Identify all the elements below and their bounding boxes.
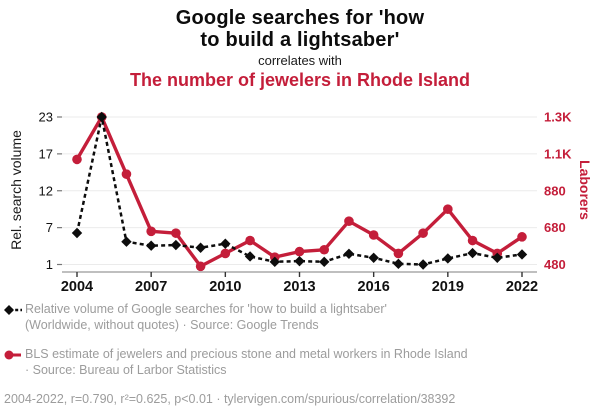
search-volume-data-point: [516, 249, 528, 260]
search-volume-data-point: [71, 227, 83, 239]
x-tick-label: 2007: [135, 279, 167, 295]
x-tick-label: 2019: [432, 279, 464, 295]
search-volume-data-point: [244, 251, 256, 262]
legend-item-search-volume: Relative volume of Google searches for '…: [4, 301, 596, 333]
left-y-tick-label: 23: [39, 110, 53, 125]
left-y-tick-label: 7: [46, 220, 53, 235]
search-volume-data-point: [492, 252, 503, 263]
black-diamond-dashed-marker-icon: [4, 305, 22, 315]
legend-line1: Relative volume of Google searches for '…: [25, 302, 387, 316]
x-tick-label: 2013: [283, 279, 315, 295]
right-y-tick-label: 880: [544, 183, 566, 198]
search-volume-data-point: [294, 255, 305, 267]
jewelers-series: [72, 112, 527, 272]
left-y-tick-label: 1: [46, 257, 53, 272]
jewelers-data-point: [171, 228, 181, 238]
legend-line1: BLS estimate of jewelers and precious st…: [25, 347, 468, 361]
search-volume-data-point: [368, 252, 379, 263]
search-volume-data-point: [319, 256, 330, 268]
jewelers-data-point: [443, 204, 453, 214]
legend: Relative volume of Google searches for '…: [4, 301, 596, 407]
search-volume-data-point: [145, 240, 157, 251]
search-volume-data-point: [269, 256, 280, 268]
jewelers-data-point: [220, 248, 231, 259]
legend-text-search-volume: Relative volume of Google searches for '…: [25, 301, 387, 333]
jewelers-data-point: [418, 228, 428, 238]
jewelers-data-point: [72, 154, 82, 165]
jewelers-data-point: [121, 169, 132, 179]
x-tick-label: 2004: [61, 279, 93, 295]
right-y-tick-label: 1.1K: [544, 146, 572, 161]
search-volume-series: [71, 111, 528, 270]
jewelers-data-point: [195, 261, 206, 272]
search-volume-data-point: [220, 238, 231, 249]
jewelers-data-point: [344, 216, 354, 226]
left-y-tick-label: 17: [39, 146, 53, 161]
chart-title: Google searches for 'how to build a ligh…: [0, 7, 600, 51]
search-volume-data-point: [442, 253, 454, 264]
left-y-axis: 23 17 12 7 1: [39, 110, 62, 272]
search-volume-data-point: [121, 236, 132, 247]
red-circle-solid-marker-icon: [4, 350, 21, 360]
x-tick-label: 2010: [209, 279, 241, 295]
jewelers-data-point: [146, 226, 156, 237]
chart-title-line2: to build a lightsaber': [200, 29, 400, 51]
search-volume-data-point: [467, 247, 478, 259]
x-tick-label: 2016: [358, 279, 390, 295]
legend-line2: (Worldwide, without quotes) · Source: Go…: [25, 318, 319, 332]
x-axis: 2004 2007 2010 2013 2016 2019 2022: [61, 271, 538, 295]
search-volume-data-point: [343, 248, 355, 259]
chart-subtitle: The number of jewelers in Rhode Island: [129, 70, 471, 90]
jewelers-data-point: [368, 230, 379, 240]
right-y-tick-label: 1.3K: [544, 110, 572, 125]
right-y-tick-label: 680: [544, 220, 566, 235]
left-y-tick-label: 12: [39, 183, 53, 198]
jewelers-data-point: [294, 246, 305, 257]
correlates-with-text: correlates with: [258, 53, 342, 68]
jewelers-data-point: [319, 244, 330, 255]
search-volume-data-point: [96, 111, 107, 123]
search-volume-data-point: [417, 259, 429, 270]
jewelers-data-point: [517, 232, 527, 242]
jewelers-data-point: [467, 235, 478, 246]
jewelers-data-point: [393, 248, 404, 259]
search-volume-data-point: [195, 242, 206, 253]
line-chart-plot: 2004 2007 2010 2013 2016 2019 2022 23 17 12 7 1 1.3K…: [39, 110, 573, 296]
right-y-tick-label: 480: [544, 257, 566, 272]
x-tick-label: 2022: [506, 279, 538, 295]
legend-line2: · Source: Bureau of Larbor Statistics: [25, 363, 227, 377]
search-volume-data-point: [170, 239, 182, 251]
chart-title-line1: Google searches for 'how: [175, 7, 425, 29]
stats-footer: 2004-2022, r=0.790, r²=0.625, p<0.01 · t…: [4, 392, 456, 406]
jewelers-data-point: [245, 235, 255, 246]
legend-text-jewelers: BLS estimate of jewelers and precious st…: [25, 346, 468, 378]
legend-item-jewelers: BLS estimate of jewelers and precious st…: [4, 346, 596, 378]
right-y-axis: 1.3K 1.1K 880 680 480: [544, 110, 572, 273]
search-volume-data-point: [393, 258, 404, 270]
